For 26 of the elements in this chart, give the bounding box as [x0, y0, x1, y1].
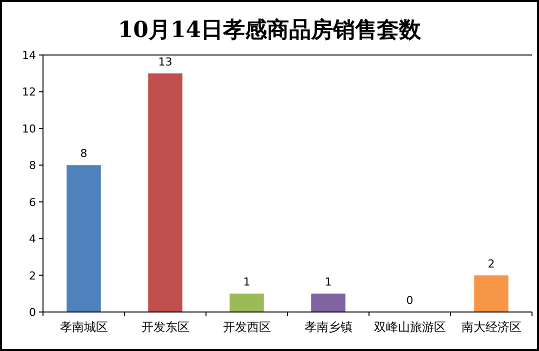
y-tick-label: 10 — [22, 122, 36, 136]
bar — [66, 165, 101, 312]
y-tick-label: 12 — [22, 86, 36, 99]
x-tick-label: 双峰山旅游区 — [374, 320, 446, 334]
data-label: 2 — [488, 257, 495, 270]
x-tick-label: 开发西区 — [222, 320, 271, 334]
y-tick-label: 4 — [29, 232, 36, 246]
bar — [474, 275, 508, 312]
y-tick-label: 8 — [29, 159, 36, 172]
data-label: 1 — [243, 276, 250, 289]
data-label: 0 — [406, 294, 414, 307]
x-tick-label: 孝南乡镇 — [304, 320, 352, 334]
bar — [311, 294, 346, 312]
x-tick-label: 开发东区 — [141, 320, 190, 334]
data-label: 8 — [80, 147, 88, 160]
data-label: 13 — [158, 55, 172, 68]
bar — [230, 294, 264, 312]
y-tick-label: 6 — [29, 196, 36, 209]
data-label: 1 — [324, 276, 332, 289]
chart-title: 10月14日孝感商品房销售套数 — [118, 17, 422, 43]
y-tick-label: 14 — [22, 49, 36, 62]
bar — [148, 73, 182, 312]
x-tick-label: 孝南城区 — [60, 320, 108, 334]
x-tick-label: 南大经济区 — [461, 320, 522, 334]
y-tick-label: 2 — [29, 269, 36, 282]
y-tick-label: 0 — [29, 306, 36, 319]
